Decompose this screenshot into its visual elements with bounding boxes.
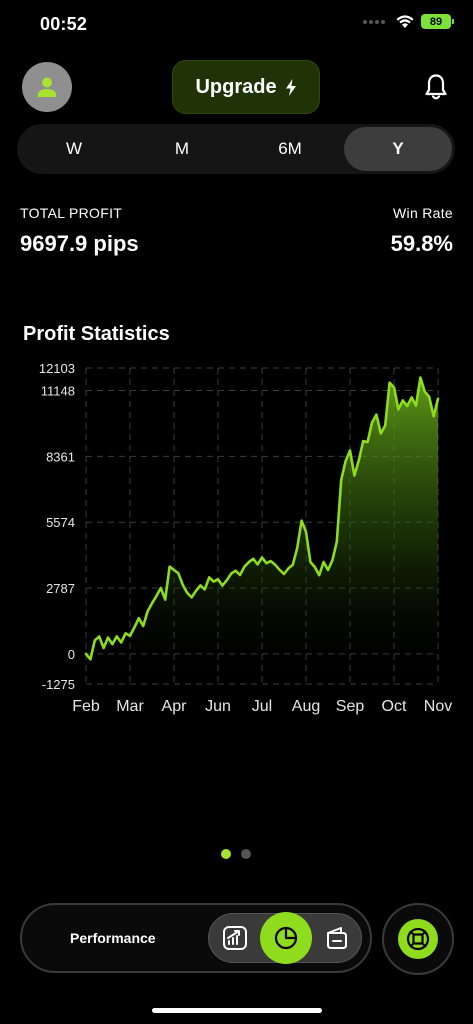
y-tick-label: 11148 [41, 384, 75, 399]
upgrade-button[interactable]: Upgrade [172, 60, 320, 114]
x-tick-label: Aug [292, 698, 320, 715]
page-dot-1[interactable] [221, 849, 231, 859]
y-tick-label: 12103 [39, 361, 75, 376]
nav-wallet-button[interactable] [319, 920, 355, 956]
page-dot-2[interactable] [241, 849, 251, 859]
x-tick-label: Oct [382, 698, 407, 715]
period-selector: W M 6M Y [17, 124, 455, 174]
x-tick-label: Apr [162, 698, 188, 715]
x-tick-label: Jul [252, 698, 272, 715]
x-tick-label: Feb [72, 698, 100, 715]
period-tab-m[interactable]: M [174, 139, 190, 158]
nav-stats-button[interactable] [260, 912, 312, 964]
status-indicators: 89 [363, 14, 454, 29]
total-profit-value: 9697.9 pips [20, 231, 139, 256]
period-tab-6m[interactable]: 6M [278, 139, 302, 158]
profit-chart: 12103 11148 8361 5574 2787 0 -1275 Feb Mar Apr Ju… [39, 361, 452, 715]
upgrade-label: Upgrade [195, 75, 277, 98]
y-tick-label: 8361 [46, 449, 75, 464]
aperture-icon [406, 927, 430, 951]
status-time: 00:52 [40, 14, 88, 34]
y-tick-label: 2787 [46, 581, 75, 596]
user-icon [37, 77, 57, 97]
y-tick-label: 5574 [46, 515, 75, 530]
chart-growth-icon [223, 926, 247, 950]
section-title: Profit Statistics [23, 323, 170, 345]
battery-icon: 89 [421, 14, 454, 29]
period-tab-y[interactable]: Y [344, 127, 452, 171]
nav-growth-button[interactable] [217, 920, 253, 956]
total-profit-label: TOTAL PROFIT [20, 205, 123, 221]
performance-label: Performance [70, 930, 156, 946]
wifi-icon [396, 14, 414, 28]
x-tick-label: Mar [116, 698, 144, 715]
y-tick-label: 0 [68, 647, 75, 662]
period-tab-w[interactable]: W [65, 139, 83, 158]
profit-line [84, 376, 440, 661]
avatar-button[interactable] [22, 62, 72, 112]
nav-icon-group [208, 912, 362, 964]
battery-level: 89 [429, 15, 443, 28]
home-indicator [152, 1008, 322, 1013]
pie-chart-icon [274, 926, 298, 950]
x-tick-label: Nov [424, 698, 452, 715]
x-tick-label: Sep [336, 698, 365, 715]
cellular-signal-icon [363, 19, 385, 24]
wallet-icon [327, 927, 347, 949]
bottom-nav: Performance [20, 903, 372, 973]
win-rate-value: 59.8% [390, 231, 453, 256]
notifications-button[interactable] [421, 72, 451, 102]
lightning-icon [285, 78, 296, 96]
quick-action-button[interactable] [382, 903, 454, 975]
x-tick-label: Jun [205, 698, 231, 715]
y-tick-label: -1275 [42, 677, 75, 692]
win-rate-label: Win Rate [393, 205, 453, 221]
page-indicator [221, 849, 251, 859]
bell-icon [425, 74, 447, 100]
